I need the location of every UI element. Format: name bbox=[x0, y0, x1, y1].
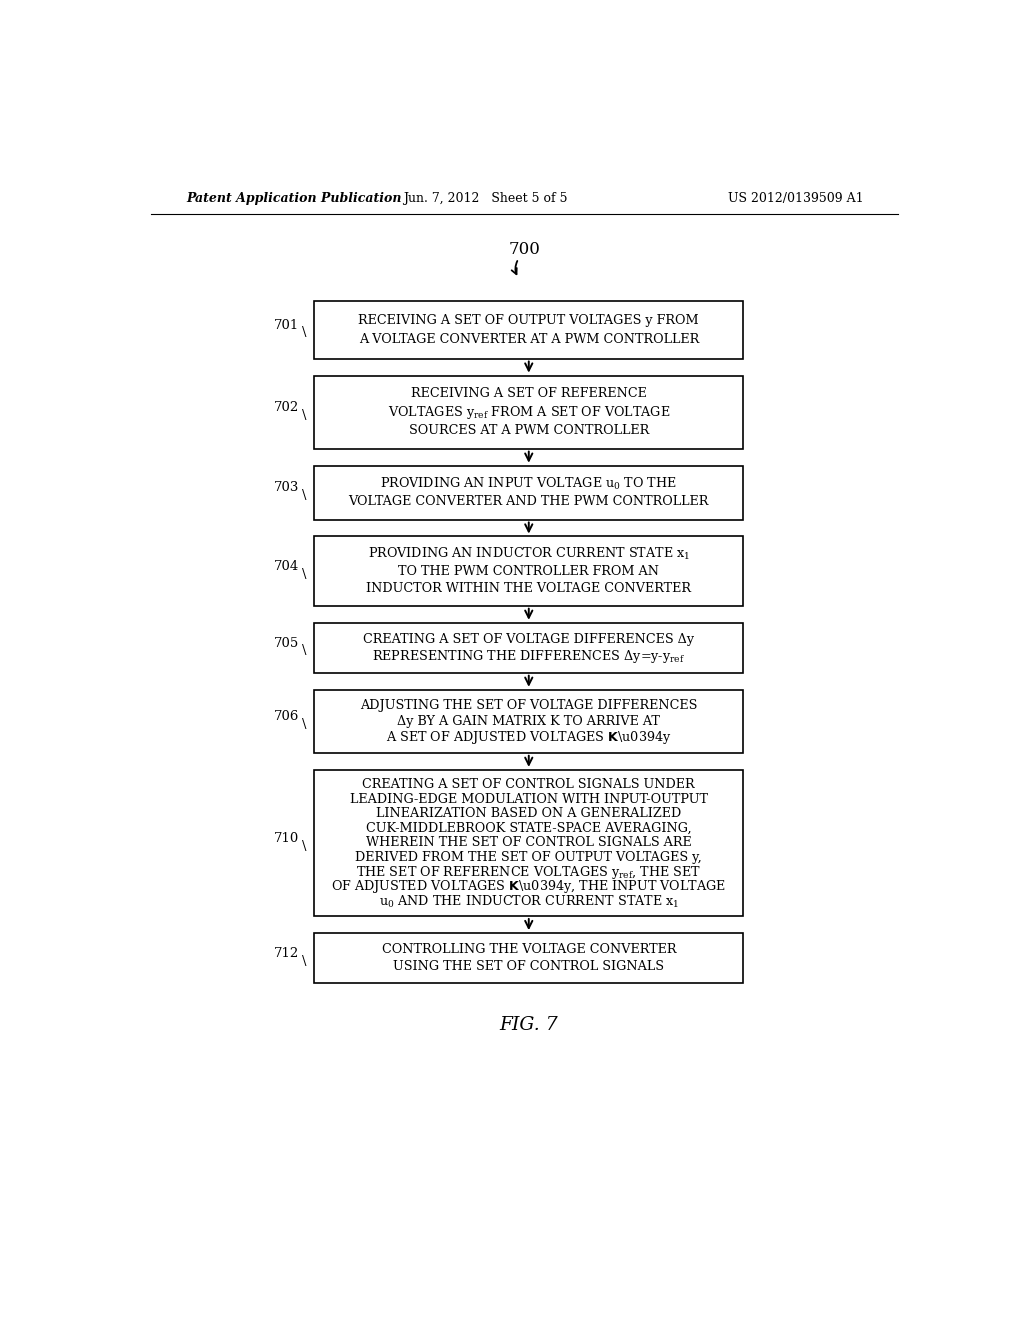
Text: \: \ bbox=[302, 326, 306, 339]
Text: 705: 705 bbox=[273, 636, 299, 649]
Text: \: \ bbox=[302, 840, 306, 853]
Text: FIG. 7: FIG. 7 bbox=[500, 1016, 558, 1035]
Text: TO THE PWM CONTROLLER FROM AN: TO THE PWM CONTROLLER FROM AN bbox=[398, 565, 659, 578]
Text: PROVIDING AN INPUT VOLTAGE u$_{\mathregular{0}}$ TO THE: PROVIDING AN INPUT VOLTAGE u$_{\mathregu… bbox=[381, 475, 677, 491]
Text: PROVIDING AN INDUCTOR CURRENT STATE x$_{\mathregular{1}}$: PROVIDING AN INDUCTOR CURRENT STATE x$_{… bbox=[368, 545, 690, 562]
Text: CREATING A SET OF CONTROL SIGNALS UNDER: CREATING A SET OF CONTROL SIGNALS UNDER bbox=[362, 777, 695, 791]
Text: THE SET OF REFERENCE VOLTAGES y$_{\mathregular{ref}}$, THE SET: THE SET OF REFERENCE VOLTAGES y$_{\mathr… bbox=[356, 863, 701, 880]
Text: \: \ bbox=[302, 718, 306, 731]
Text: 701: 701 bbox=[273, 318, 299, 331]
Text: CONTROLLING THE VOLTAGE CONVERTER: CONTROLLING THE VOLTAGE CONVERTER bbox=[382, 944, 676, 956]
Text: \: \ bbox=[302, 954, 306, 968]
Text: USING THE SET OF CONTROL SIGNALS: USING THE SET OF CONTROL SIGNALS bbox=[393, 960, 665, 973]
Bar bbox=[314, 689, 743, 752]
Text: Δy BY A GAIN MATRIX K TO ARRIVE AT: Δy BY A GAIN MATRIX K TO ARRIVE AT bbox=[397, 714, 660, 727]
Text: CUK-MIDDLEBROOK STATE-SPACE AVERAGING,: CUK-MIDDLEBROOK STATE-SPACE AVERAGING, bbox=[366, 822, 691, 834]
Bar bbox=[314, 376, 743, 449]
Text: 712: 712 bbox=[273, 946, 299, 960]
Text: OF ADJUSTED VOLTAGES $\mathbf{K}$\u0394y, THE INPUT VOLTAGE: OF ADJUSTED VOLTAGES $\mathbf{K}$\u0394y… bbox=[331, 878, 726, 895]
Text: LEADING-EDGE MODULATION WITH INPUT-OUTPUT: LEADING-EDGE MODULATION WITH INPUT-OUTPU… bbox=[350, 792, 708, 805]
Text: VOLTAGES y$_{\mathregular{ref}}$ FROM A SET OF VOLTAGE: VOLTAGES y$_{\mathregular{ref}}$ FROM A … bbox=[388, 404, 670, 421]
Text: u$_{\mathregular{0}}$ AND THE INDUCTOR CURRENT STATE x$_{\mathregular{1}}$: u$_{\mathregular{0}}$ AND THE INDUCTOR C… bbox=[379, 894, 679, 909]
Text: Jun. 7, 2012   Sheet 5 of 5: Jun. 7, 2012 Sheet 5 of 5 bbox=[402, 191, 567, 205]
Text: Patent Application Publication: Patent Application Publication bbox=[186, 191, 401, 205]
Text: 702: 702 bbox=[273, 401, 299, 414]
Text: WHEREIN THE SET OF CONTROL SIGNALS ARE: WHEREIN THE SET OF CONTROL SIGNALS ARE bbox=[366, 837, 691, 850]
Text: \: \ bbox=[302, 568, 306, 581]
Text: A SET OF ADJUSTED VOLTAGES $\mathbf{K}$\u0394y: A SET OF ADJUSTED VOLTAGES $\mathbf{K}$\… bbox=[386, 729, 672, 746]
Text: SOURCES AT A PWM CONTROLLER: SOURCES AT A PWM CONTROLLER bbox=[409, 424, 649, 437]
Bar bbox=[314, 623, 743, 673]
Bar bbox=[314, 466, 743, 520]
Text: \: \ bbox=[302, 490, 306, 502]
Bar bbox=[314, 770, 743, 916]
Text: 700: 700 bbox=[509, 240, 541, 257]
Text: 704: 704 bbox=[273, 560, 299, 573]
Text: A VOLTAGE CONVERTER AT A PWM CONTROLLER: A VOLTAGE CONVERTER AT A PWM CONTROLLER bbox=[358, 333, 699, 346]
Text: 710: 710 bbox=[273, 832, 299, 845]
Bar bbox=[314, 536, 743, 606]
Text: US 2012/0139509 A1: US 2012/0139509 A1 bbox=[728, 191, 863, 205]
Text: DERIVED FROM THE SET OF OUTPUT VOLTAGES y,: DERIVED FROM THE SET OF OUTPUT VOLTAGES … bbox=[355, 851, 702, 865]
Text: RECEIVING A SET OF REFERENCE: RECEIVING A SET OF REFERENCE bbox=[411, 387, 647, 400]
Text: INDUCTOR WITHIN THE VOLTAGE CONVERTER: INDUCTOR WITHIN THE VOLTAGE CONVERTER bbox=[367, 582, 691, 595]
Text: REPRESENTING THE DIFFERENCES Δy=y-y$_{\mathregular{ref}}$: REPRESENTING THE DIFFERENCES Δy=y-y$_{\m… bbox=[373, 648, 685, 664]
Text: \: \ bbox=[302, 409, 306, 421]
Text: ADJUSTING THE SET OF VOLTAGE DIFFERENCES: ADJUSTING THE SET OF VOLTAGE DIFFERENCES bbox=[360, 700, 697, 711]
Text: 703: 703 bbox=[273, 482, 299, 495]
Text: VOLTAGE CONVERTER AND THE PWM CONTROLLER: VOLTAGE CONVERTER AND THE PWM CONTROLLER bbox=[348, 495, 709, 508]
Text: \: \ bbox=[302, 644, 306, 657]
Bar bbox=[314, 933, 743, 983]
Text: 706: 706 bbox=[273, 710, 299, 723]
Text: LINEARIZATION BASED ON A GENERALIZED: LINEARIZATION BASED ON A GENERALIZED bbox=[376, 807, 681, 820]
Text: RECEIVING A SET OF OUTPUT VOLTAGES y FROM: RECEIVING A SET OF OUTPUT VOLTAGES y FRO… bbox=[358, 314, 699, 326]
Text: CREATING A SET OF VOLTAGE DIFFERENCES Δy: CREATING A SET OF VOLTAGE DIFFERENCES Δy bbox=[364, 632, 694, 645]
Bar bbox=[314, 301, 743, 359]
